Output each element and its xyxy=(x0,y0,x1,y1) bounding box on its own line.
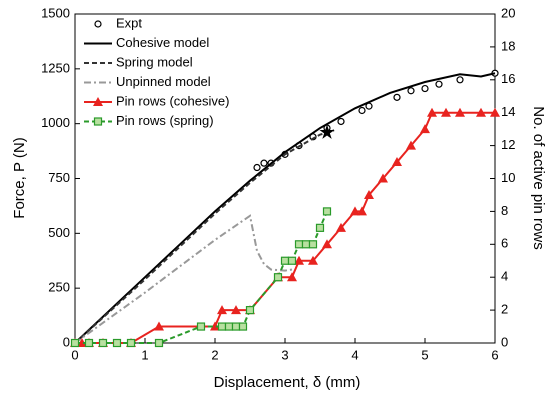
data-point xyxy=(217,322,227,331)
data-point xyxy=(294,255,304,265)
x-tick-label: 5 xyxy=(421,347,428,362)
data-point xyxy=(217,305,227,315)
x-tick-label: 0 xyxy=(71,347,78,362)
data-point xyxy=(322,239,332,249)
data-point xyxy=(154,338,164,348)
y-tick-label: 1500 xyxy=(41,5,70,20)
data-point xyxy=(393,93,401,101)
legend-label: Pin rows (spring) xyxy=(116,113,214,128)
x-tick-label: 3 xyxy=(281,347,288,362)
data-point xyxy=(224,322,234,331)
y2-tick-label: 0 xyxy=(501,334,508,349)
data-point xyxy=(231,322,241,331)
y2-tick-label: 18 xyxy=(501,38,515,53)
data-point xyxy=(421,84,429,93)
data-point xyxy=(301,240,311,249)
data-point xyxy=(350,206,360,216)
legend-label: Unpinned model xyxy=(116,74,211,89)
x-tick-label: 2 xyxy=(211,347,218,362)
data-point xyxy=(112,338,122,348)
annotation-marker xyxy=(319,124,335,139)
data-point xyxy=(98,338,108,348)
data-point xyxy=(392,157,402,167)
data-point xyxy=(231,305,241,315)
y-tick-label: 1250 xyxy=(41,60,70,75)
y-tick-label: 500 xyxy=(48,225,70,240)
series-line xyxy=(74,72,496,344)
data-point xyxy=(70,338,80,348)
data-point xyxy=(287,272,297,282)
y2-tick-label: 20 xyxy=(501,5,515,20)
data-point xyxy=(322,207,332,216)
series-line xyxy=(75,111,495,344)
data-point xyxy=(378,173,388,183)
y2-tick-label: 14 xyxy=(501,104,515,119)
y2-tick-label: 6 xyxy=(501,236,508,251)
series-line xyxy=(74,214,293,344)
y-tick-label: 250 xyxy=(48,280,70,295)
y-tick-label: 0 xyxy=(63,334,70,349)
y2-tick-label: 12 xyxy=(501,137,515,152)
data-point xyxy=(84,338,94,348)
data-point xyxy=(238,322,248,331)
data-point xyxy=(245,306,255,315)
data-point xyxy=(154,321,164,331)
data-point xyxy=(358,106,366,115)
legend-marker xyxy=(93,117,103,126)
data-point xyxy=(364,189,374,199)
legend-label: Cohesive model xyxy=(116,35,209,50)
data-point xyxy=(294,240,304,249)
series-line xyxy=(74,129,335,344)
data-point xyxy=(456,76,464,84)
legend-label: Expt xyxy=(116,15,142,30)
y2-tick-label: 2 xyxy=(501,302,508,317)
y2-tick-label: 10 xyxy=(501,170,515,185)
data-point xyxy=(253,163,261,172)
legend-label: Spring model xyxy=(116,54,193,69)
y2-tick-label: 16 xyxy=(501,71,515,86)
y-tick-label: 750 xyxy=(48,170,70,185)
data-point xyxy=(77,338,87,347)
data-point xyxy=(407,87,415,95)
data-point xyxy=(308,255,318,265)
y2-tick-label: 4 xyxy=(501,269,508,284)
x-axis-label: Displacement, δ (mm) xyxy=(214,374,361,391)
data-point xyxy=(315,223,325,232)
data-point xyxy=(337,117,345,126)
data-point xyxy=(210,321,220,331)
data-point xyxy=(420,124,430,134)
data-point xyxy=(196,322,206,331)
data-point xyxy=(441,107,451,117)
data-point xyxy=(427,107,437,117)
data-point xyxy=(357,206,367,216)
data-point xyxy=(273,273,283,282)
data-point xyxy=(280,256,290,265)
data-point xyxy=(455,107,465,117)
y2-axis-label: No. of active pin rows xyxy=(530,106,547,249)
data-point xyxy=(126,338,136,348)
y-tick-label: 1000 xyxy=(41,115,70,130)
data-point xyxy=(260,159,268,167)
legend-label: Pin rows (cohesive) xyxy=(116,93,229,108)
data-point xyxy=(490,107,500,117)
legend-marker xyxy=(93,97,103,106)
data-point xyxy=(476,107,486,117)
data-point xyxy=(406,140,416,150)
legend-marker xyxy=(94,20,102,28)
data-point xyxy=(435,80,443,88)
data-point xyxy=(287,256,297,265)
y2-tick-label: 8 xyxy=(501,203,508,218)
data-point xyxy=(308,240,318,249)
x-tick-label: 6 xyxy=(491,347,498,362)
data-point xyxy=(336,222,346,232)
x-tick-label: 1 xyxy=(141,347,148,362)
x-tick-label: 4 xyxy=(351,347,358,362)
y-axis-label: Force, P (N) xyxy=(11,137,28,218)
